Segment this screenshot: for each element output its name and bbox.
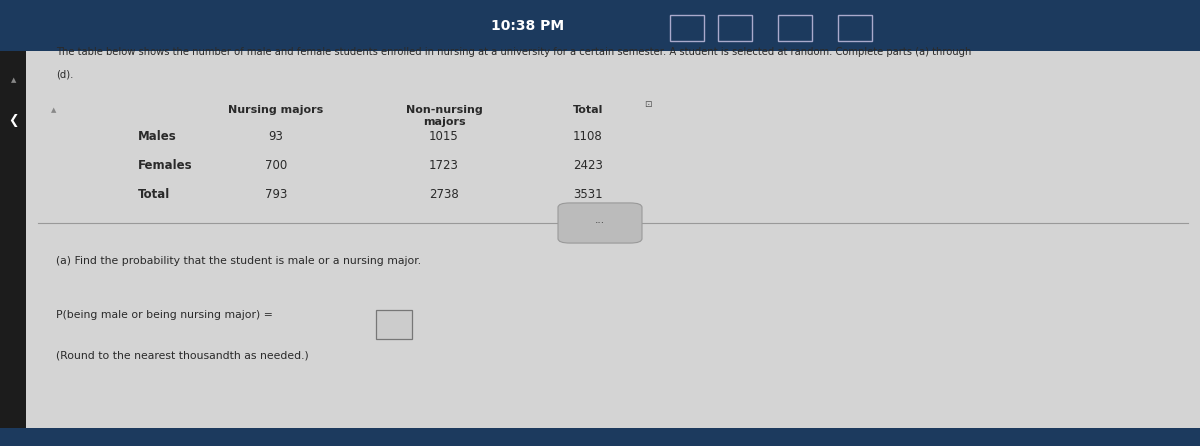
Text: Males: Males: [138, 129, 176, 143]
Text: 93: 93: [269, 129, 283, 143]
Text: P(being male or being nursing major) =: P(being male or being nursing major) =: [56, 310, 274, 320]
Text: 2738: 2738: [430, 187, 458, 201]
Text: (a) Find the probability that the student is male or a nursing major.: (a) Find the probability that the studen…: [56, 256, 421, 266]
Text: 793: 793: [265, 187, 287, 201]
Text: Females: Females: [138, 158, 193, 172]
Text: 700: 700: [265, 158, 287, 172]
Text: ❮: ❮: [8, 114, 18, 127]
Text: 1015: 1015: [430, 129, 458, 143]
Text: 3531: 3531: [574, 187, 602, 201]
Text: 10:38 PM: 10:38 PM: [492, 19, 564, 33]
FancyBboxPatch shape: [376, 310, 412, 339]
Text: (d).: (d).: [56, 69, 73, 79]
Text: Total: Total: [572, 105, 604, 115]
FancyBboxPatch shape: [26, 51, 1200, 446]
FancyBboxPatch shape: [0, 428, 1200, 446]
Text: ⊡: ⊡: [644, 100, 652, 109]
Text: 1723: 1723: [430, 158, 458, 172]
Text: ▲: ▲: [11, 77, 16, 83]
Text: 1108: 1108: [574, 129, 602, 143]
FancyBboxPatch shape: [558, 203, 642, 243]
Text: Non-nursing
majors: Non-nursing majors: [406, 105, 482, 127]
Text: 2423: 2423: [574, 158, 602, 172]
Text: Nursing majors: Nursing majors: [228, 105, 324, 115]
Text: ▲: ▲: [52, 107, 56, 113]
FancyBboxPatch shape: [0, 0, 1200, 51]
Text: Total: Total: [138, 187, 170, 201]
Text: The table below shows the number of male and female students enrolled in nursing: The table below shows the number of male…: [56, 47, 972, 57]
Text: ···: ···: [595, 218, 605, 228]
FancyBboxPatch shape: [0, 51, 26, 446]
Text: (Round to the nearest thousandth as needed.): (Round to the nearest thousandth as need…: [56, 350, 310, 360]
